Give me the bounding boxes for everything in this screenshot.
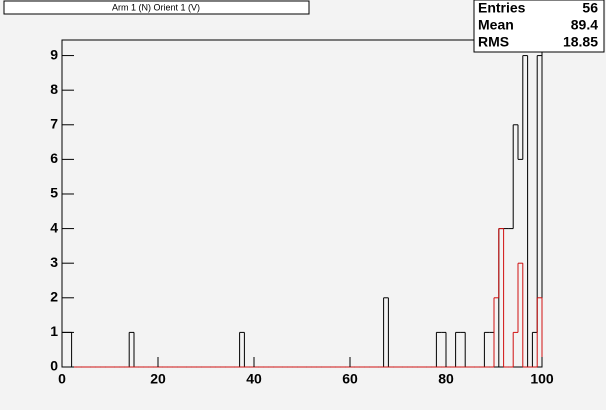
y-tick-label: 6 [50, 150, 58, 166]
x-tick-label: 20 [150, 371, 166, 387]
x-tick-label: 40 [246, 371, 262, 387]
chart-title: Arm 1 (N) Orient 1 (V) [112, 2, 200, 12]
x-tick-label: 100 [530, 371, 554, 387]
stats-value: 56 [582, 0, 598, 16]
y-tick-label: 3 [50, 254, 58, 270]
title-box [3, 0, 310, 15]
y-tick-label: 7 [50, 115, 58, 131]
y-tick-label: 0 [50, 358, 58, 374]
stats-label: RMS [478, 34, 509, 50]
frame [61, 39, 543, 368]
x-tick-label: 0 [58, 371, 66, 387]
stats-label: Entries [478, 0, 526, 16]
stats-value: 18.85 [563, 34, 598, 50]
y-tick-label: 4 [50, 219, 58, 235]
stats-box [473, 0, 605, 53]
x-tick-label: 80 [438, 371, 454, 387]
x-tick-label: 60 [342, 371, 358, 387]
y-tick-label: 8 [50, 81, 58, 97]
y-tick-label: 5 [50, 185, 58, 201]
y-tick-label: 2 [50, 288, 58, 304]
plot [61, 55, 543, 368]
stats-value: 89.4 [571, 17, 598, 33]
stats-label: Mean [478, 17, 514, 33]
y-tick-label: 1 [50, 323, 58, 339]
y-tick-label: 9 [50, 46, 58, 62]
